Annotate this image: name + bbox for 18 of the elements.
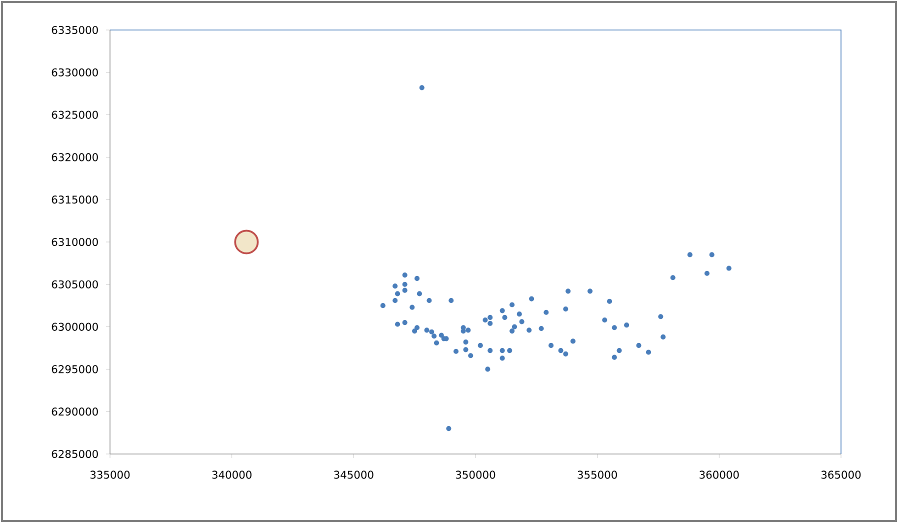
y-tick-label: 6300000 <box>52 322 98 331</box>
y-tick-label: 6305000 <box>52 280 98 288</box>
x-tick-label: 340000 <box>212 470 252 479</box>
x-tick-label: 335000 <box>90 470 130 479</box>
y-tick-label: 6335000 <box>52 26 98 34</box>
y-tick-label: 6290000 <box>52 408 98 416</box>
y-tick-label: 6325000 <box>52 110 98 119</box>
x-tick-label: 365000 <box>821 470 861 479</box>
y-tick-label: 6285000 <box>52 450 98 458</box>
x-tick-label: 355000 <box>578 470 617 479</box>
x-tick-label: 360000 <box>700 470 739 479</box>
y-tick-label: 6320000 <box>52 153 98 162</box>
x-tick-label: 345000 <box>334 470 374 479</box>
y-tick-label: 6315000 <box>52 196 98 204</box>
y-tick-label: 6330000 <box>52 68 98 76</box>
x-tick-label: 350000 <box>456 470 496 479</box>
y-tick-label: 6295000 <box>52 365 98 374</box>
y-tick-label: 6310000 <box>52 238 98 246</box>
